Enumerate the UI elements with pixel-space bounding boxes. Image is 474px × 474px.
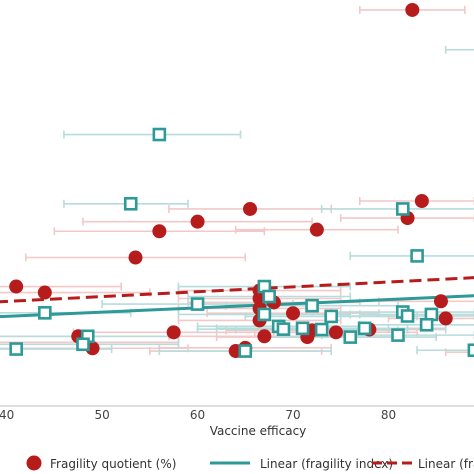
x-tick-label-70: 70 — [285, 408, 300, 422]
fragility-index-point-7 — [305, 298, 319, 313]
fragility-quotient-point-14 — [433, 294, 448, 309]
fragility-quotient-point-16 — [438, 311, 453, 326]
x-tick-label-50: 50 — [94, 408, 109, 422]
fragility-index-point-17 — [314, 322, 329, 337]
x-axis-ticks: 40 50 60 70 80 — [0, 408, 396, 422]
legend-item-linear-quotient: Linear (fra — [372, 457, 474, 471]
fragility-quotient-point-26 — [257, 329, 272, 344]
fragility-index-ci-26 — [416, 346, 474, 355]
confidence-intervals — [0, 5, 474, 357]
fragility-index-point-26 — [467, 343, 474, 358]
fragility-quotient-point-9 — [37, 285, 52, 300]
legend-label-fragility-quotient: Fragility quotient (%) — [50, 457, 176, 471]
fragility-quotient-point-4 — [190, 214, 205, 229]
legend-item-fragility-quotient: Fragility quotient (%) — [26, 455, 176, 471]
fragility-index-ci-0 — [63, 130, 242, 139]
fragility-index-point-3 — [410, 249, 424, 263]
fragility-quotient-point-1 — [414, 193, 429, 208]
trendlines — [0, 276, 474, 319]
trendline-linear-quotient — [0, 276, 474, 304]
fragility-quotient-point-6 — [309, 222, 324, 237]
legend-label-linear-index: Linear (fragility index) — [260, 457, 393, 471]
legend: Fragility quotient (%) Linear (fragility… — [26, 455, 474, 471]
trendline-linear-index — [0, 294, 474, 319]
fragility-quotient-point-21 — [328, 325, 343, 340]
fragility-index-point-8 — [38, 306, 52, 320]
fragility-quotient-point-15 — [286, 306, 300, 321]
fragility-index-point-16 — [295, 321, 310, 336]
fragility-index-point-23 — [9, 342, 23, 356]
fragility-index-point-24 — [76, 337, 90, 352]
fragility-index-point-12 — [400, 309, 415, 323]
fragility-quotient-point-8 — [9, 279, 24, 294]
x-axis-title: Vaccine efficacy — [210, 424, 307, 438]
data-points — [9, 2, 474, 359]
x-tick-label-80: 80 — [381, 408, 396, 422]
fragility-index-point-15 — [276, 322, 291, 336]
fragility-index-point-6 — [190, 297, 205, 311]
fragility-quotient-point-7 — [128, 250, 143, 265]
x-tick-label-60: 60 — [190, 408, 205, 422]
fragility-index-point-10 — [324, 309, 338, 324]
fragility-index-point-25 — [238, 344, 253, 358]
fragility-index-point-9 — [257, 307, 272, 322]
legend-marker-fragility-quotient — [26, 455, 42, 471]
fragility-index-ci-27 — [444, 45, 474, 54]
fragility-index-point-1 — [123, 196, 138, 211]
x-tick-label-40: 40 — [0, 408, 14, 422]
fragility-index-point-21 — [343, 330, 358, 344]
fragility-quotient-point-5 — [152, 224, 167, 239]
fragility-index-point-5 — [262, 289, 276, 304]
fragility-index-point-18 — [357, 321, 372, 336]
legend-label-linear-quotient: Linear (fra — [418, 457, 474, 471]
fragility-quotient-point-0 — [405, 2, 420, 17]
fragility-index-point-22 — [391, 328, 405, 342]
fragility-index-point-19 — [419, 317, 434, 332]
fragility-quotient-point-2 — [243, 201, 258, 216]
legend-item-linear-index: Linear (fragility index) — [210, 457, 393, 471]
fragility-quotient-point-19 — [166, 325, 181, 340]
fragility-index-point-0 — [152, 127, 167, 142]
fragility-index-point-2 — [395, 202, 410, 216]
